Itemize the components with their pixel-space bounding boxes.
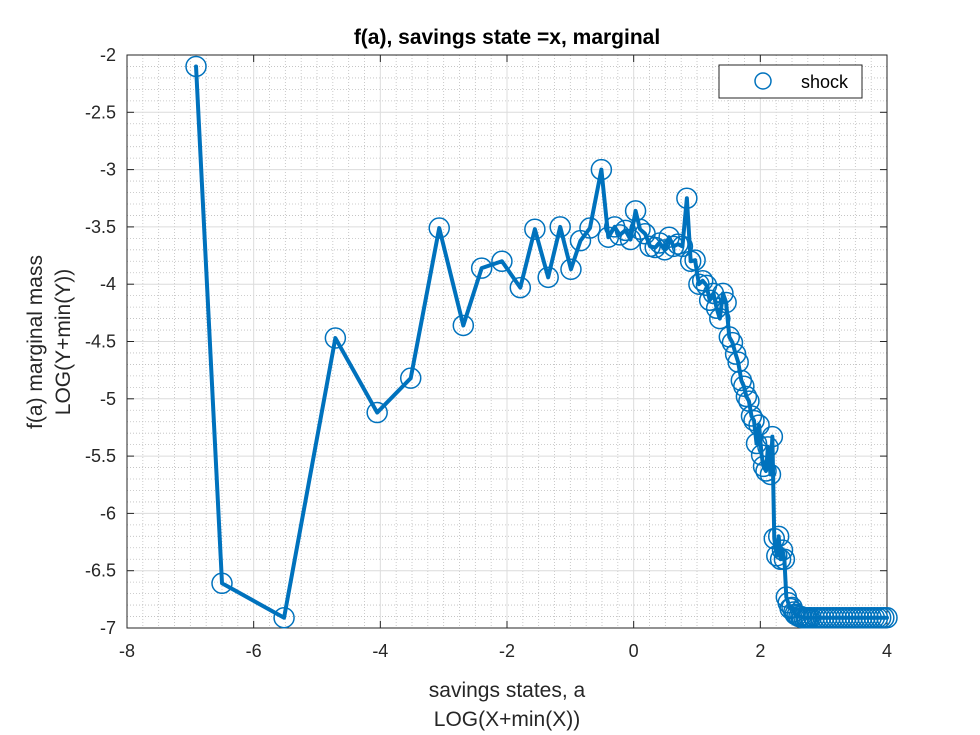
data-point-marker — [590, 158, 613, 181]
y-tick-label: -3 — [100, 160, 116, 180]
x-tick-label: -2 — [499, 641, 515, 661]
data-point-marker — [743, 409, 765, 432]
data-point-marker — [366, 401, 388, 424]
data-point-marker — [653, 239, 676, 261]
x-axis-label-line-2: LOG(X+min(X)) — [434, 708, 580, 731]
data-point-marker — [721, 331, 744, 354]
data-point-marker — [452, 314, 475, 337]
data-point-marker — [745, 432, 768, 455]
legend-box — [718, 64, 863, 99]
x-tick-label: 4 — [882, 641, 892, 661]
y-tick-label: -6.5 — [85, 561, 116, 581]
y-tick-label: -5 — [100, 389, 116, 409]
y-axis-label-line-1: f(a) marginal mass — [24, 255, 47, 429]
data-point-marker — [709, 307, 731, 330]
data-point-marker — [735, 385, 758, 408]
y-tick-label: -4.5 — [85, 332, 116, 352]
data-point-marker — [767, 525, 790, 548]
tick-marks — [126, 54, 888, 629]
data-point-marker — [470, 257, 493, 279]
x-tick-label: -6 — [246, 641, 262, 661]
data-point-marker — [579, 217, 601, 239]
data-point-marker — [755, 460, 777, 482]
legend-marker-circle — [754, 72, 772, 90]
chart-title: f(a), savings state =x, marginal — [354, 26, 660, 49]
data-point-marker — [608, 224, 631, 246]
data-point-marker — [537, 266, 559, 289]
x-axis-label-line-1: savings states, a — [429, 679, 586, 702]
data-point-marker — [662, 235, 685, 258]
x-tick-label: 0 — [629, 641, 639, 661]
y-tick-label: -3.5 — [85, 217, 116, 237]
data-point-marker — [273, 606, 295, 629]
data-point-marker — [783, 601, 805, 623]
data-point-marker — [750, 444, 773, 466]
data-point-marker — [712, 282, 734, 305]
data-point-marker — [399, 367, 422, 389]
data-point-marker — [676, 187, 698, 209]
y-tick-label: -5.5 — [85, 446, 116, 466]
x-tick-labels: -8 -6 -4 -2 0 2 4 — [119, 641, 892, 661]
data-point-marker — [773, 548, 796, 570]
y-tick-labels: -7 -6.5 -6 -5.5 -5 -4.5 -4 -3.5 -3 -2.5 -2 — [85, 45, 116, 638]
data-point-marker — [211, 572, 233, 595]
data-point-marker — [560, 258, 582, 281]
x-tick-label: -4 — [372, 641, 388, 661]
data-point-marker — [629, 218, 651, 240]
y-axis-label-line-2: LOG(Y+min(Y)) — [52, 269, 75, 415]
data-point-marker — [724, 343, 747, 365]
data-point-marker — [727, 351, 749, 373]
data-point-marker — [684, 249, 706, 271]
x-tick-label: -8 — [119, 641, 135, 661]
data-point-marker — [763, 527, 786, 550]
data-point-marker — [324, 327, 347, 349]
series-layer — [185, 55, 898, 629]
y-tick-label: -2 — [100, 45, 116, 65]
data-point-marker — [733, 375, 755, 397]
data-point-marker — [748, 414, 770, 436]
data-point-marker — [759, 463, 782, 486]
data-point-marker — [185, 55, 207, 78]
y-tick-label: -7 — [100, 618, 116, 638]
legend-entry-shock: shock — [801, 72, 849, 92]
x-tick-label: 2 — [755, 641, 765, 661]
data-point-marker — [428, 217, 450, 239]
data-point-marker — [549, 216, 571, 238]
data-point-marker — [715, 291, 737, 314]
legend: shock — [718, 64, 863, 99]
data-point-marker — [761, 425, 784, 448]
data-point-marker — [524, 218, 546, 240]
data-point-marker — [757, 436, 779, 458]
data-point-marker — [491, 250, 513, 273]
data-point-marker — [771, 539, 794, 561]
data-point-marker — [691, 270, 714, 292]
y-tick-label: -4 — [100, 274, 116, 294]
y-tick-label: -6 — [100, 503, 116, 523]
data-point-marker — [644, 236, 666, 259]
data-point-marker — [738, 390, 760, 412]
data-point-marker — [509, 276, 532, 299]
y-tick-label: -2.5 — [85, 102, 116, 122]
data-point-marker — [876, 606, 898, 629]
data-point-marker — [667, 233, 689, 255]
